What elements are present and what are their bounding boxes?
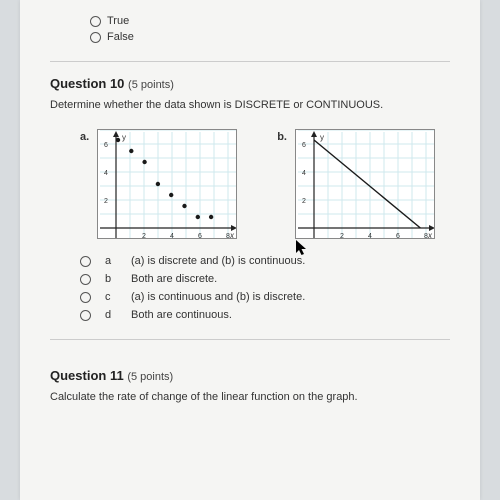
svg-text:2: 2	[302, 198, 306, 205]
svg-text:2: 2	[142, 233, 146, 239]
radio-icon	[90, 16, 101, 27]
q11-points: (5 points)	[127, 371, 173, 383]
divider	[50, 61, 450, 62]
svg-text:4: 4	[104, 170, 108, 177]
svg-text:6: 6	[302, 142, 306, 149]
charts-row: a. 24682468yx b. 24682468yx	[80, 129, 450, 239]
chart-b-letter: b.	[277, 131, 287, 143]
option-letter: a	[105, 255, 131, 267]
q10-options: a(a) is discrete and (b) is continuous.b…	[80, 255, 450, 321]
q11-prompt: Calculate the rate of change of the line…	[50, 391, 450, 403]
chart-a-wrap: a. 24682468yx	[80, 129, 237, 239]
q10-title: Question 10	[50, 76, 124, 91]
option-text: (a) is continuous and (b) is discrete.	[131, 291, 305, 303]
svg-text:4: 4	[170, 233, 174, 239]
q10-option-d[interactable]: dBoth are continuous.	[80, 309, 450, 321]
q10-points: (5 points)	[128, 79, 174, 91]
q10-option-b[interactable]: bBoth are discrete.	[80, 273, 450, 285]
radio-icon	[80, 310, 91, 321]
option-text: Both are discrete.	[131, 273, 217, 285]
svg-text:2: 2	[340, 233, 344, 239]
divider	[50, 339, 450, 340]
svg-text:6: 6	[104, 142, 108, 149]
radio-icon	[80, 274, 91, 285]
chart-a-letter: a.	[80, 131, 89, 143]
chart-b: 24682468yx	[295, 129, 435, 239]
q10-header: Question 10 (5 points)	[50, 76, 450, 91]
option-letter: b	[105, 273, 131, 285]
option-letter: c	[105, 291, 131, 303]
svg-text:4: 4	[368, 233, 372, 239]
tf-false-label: False	[107, 31, 134, 43]
svg-text:2: 2	[104, 198, 108, 205]
radio-icon	[80, 256, 91, 267]
option-text: Both are continuous.	[131, 309, 232, 321]
tf-true-row[interactable]: True	[90, 15, 450, 27]
svg-text:x: x	[427, 231, 433, 239]
svg-text:y: y	[122, 133, 126, 142]
svg-text:x: x	[229, 231, 235, 239]
q10-option-a[interactable]: a(a) is discrete and (b) is continuous.	[80, 255, 450, 267]
q11-title: Question 11	[50, 368, 124, 383]
q10-prompt: Determine whether the data shown is DISC…	[50, 99, 450, 111]
svg-text:6: 6	[396, 233, 400, 239]
q11-block: Question 11 (5 points) Calculate the rat…	[50, 368, 450, 403]
radio-icon	[90, 32, 101, 43]
svg-text:6: 6	[198, 233, 202, 239]
radio-icon	[80, 292, 91, 303]
option-text: (a) is discrete and (b) is continuous.	[131, 255, 305, 267]
svg-text:4: 4	[302, 170, 306, 177]
chart-b-wrap: b. 24682468yx	[277, 129, 435, 239]
option-letter: d	[105, 309, 131, 321]
q11-header: Question 11 (5 points)	[50, 368, 450, 383]
svg-text:y: y	[320, 133, 324, 142]
worksheet-paper: True False Question 10 (5 points) Determ…	[20, 0, 480, 500]
chart-a: 24682468yx	[97, 129, 237, 239]
tf-true-label: True	[107, 15, 129, 27]
tf-false-row[interactable]: False	[90, 31, 450, 43]
q10-option-c[interactable]: c(a) is continuous and (b) is discrete.	[80, 291, 450, 303]
